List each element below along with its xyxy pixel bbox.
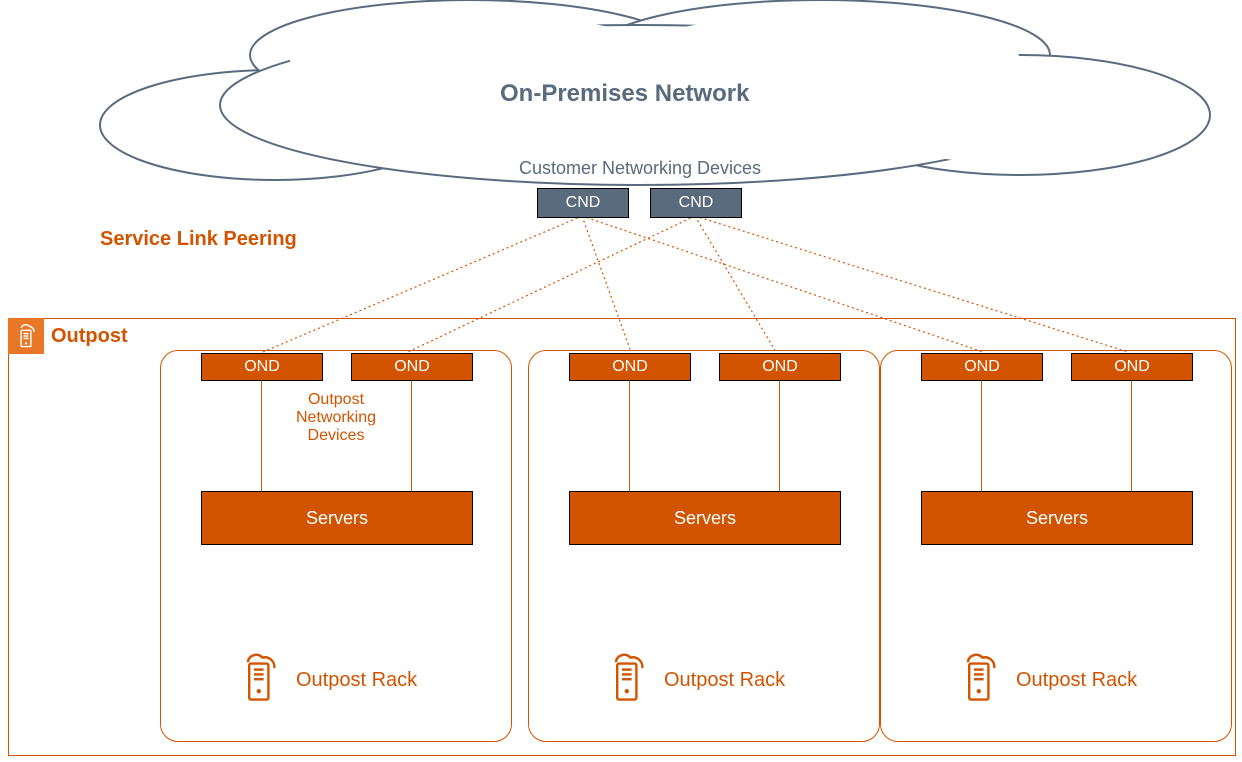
ond-to-servers-line — [261, 381, 262, 491]
outpost-rack: OND OND OutpostNetworkingDevices Servers Out… — [160, 350, 512, 742]
outpost-rack: OND OND Servers Outpost Rack — [528, 350, 880, 742]
service-link-peering-label: Service Link Peering — [100, 228, 297, 251]
cloud-lobe-back — [100, 70, 450, 180]
outpost-label: Outpost — [51, 325, 128, 348]
ond-to-servers-line — [411, 381, 412, 491]
servers-box: Servers — [569, 491, 841, 545]
cloud-title: On-Premises Network — [500, 80, 749, 108]
outpost-rack-icon — [956, 651, 1004, 710]
cnd-box-1: CND — [537, 188, 629, 218]
outpost-rack-icon — [236, 651, 284, 710]
cnd-box-2: CND — [650, 188, 742, 218]
servers-box: Servers — [921, 491, 1193, 545]
ond-box: OND — [719, 353, 841, 381]
cnd-caption: Customer Networking Devices — [500, 158, 780, 179]
outpost-badge-icon — [8, 318, 44, 354]
ond-box: OND — [351, 353, 473, 381]
outpost-rack: OND OND Servers Outpost Rack — [880, 350, 1232, 742]
servers-box: Servers — [201, 491, 473, 545]
ond-box: OND — [569, 353, 691, 381]
ond-to-servers-line — [981, 381, 982, 491]
outpost-rack-caption: Outpost Rack — [664, 669, 785, 692]
ond-to-servers-line — [629, 381, 630, 491]
ond-to-servers-line — [779, 381, 780, 491]
ond-box: OND — [201, 353, 323, 381]
ond-to-servers-line — [1131, 381, 1132, 491]
outpost-rack-icon — [604, 651, 652, 710]
ond-devices-label: OutpostNetworkingDevices — [281, 391, 391, 445]
ond-box: OND — [921, 353, 1043, 381]
ond-box: OND — [1071, 353, 1193, 381]
outpost-rack-caption: Outpost Rack — [296, 669, 417, 692]
outpost-rack-caption: Outpost Rack — [1016, 669, 1137, 692]
